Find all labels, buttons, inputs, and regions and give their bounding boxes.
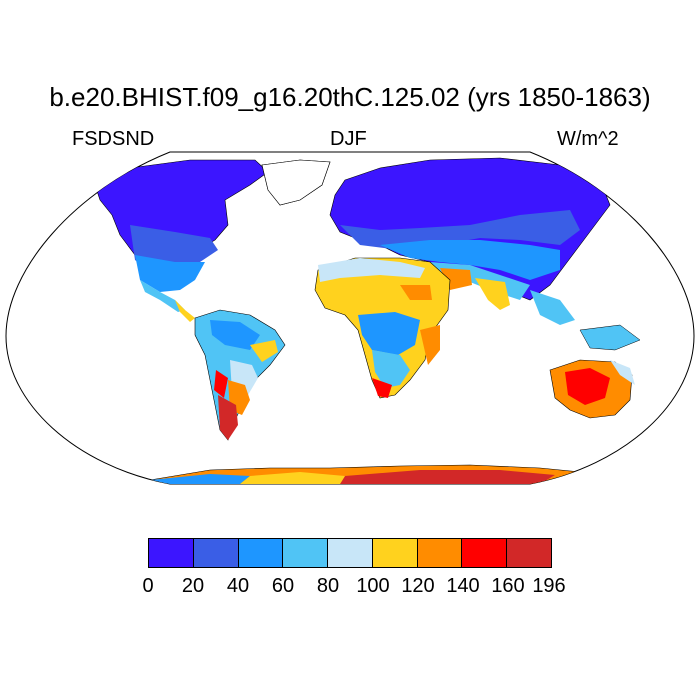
- colorbar-tick: 140: [446, 575, 480, 597]
- greenland: [261, 159, 331, 206]
- colorbar-tick: 40: [226, 575, 250, 597]
- colorbar-swatch: [507, 539, 552, 567]
- africa: [314, 257, 451, 399]
- colorbar-tick: 160: [491, 575, 525, 597]
- season-label: DJF: [330, 128, 367, 150]
- colorbar-tick: 80: [316, 575, 340, 597]
- south-america: [194, 309, 286, 441]
- colorbar-swatch: [283, 539, 329, 567]
- colorbar-tick: 196: [532, 575, 566, 597]
- colorbar-swatch: [417, 539, 463, 567]
- world-map: [5, 151, 695, 485]
- colorbar: [148, 538, 552, 568]
- colorbar-swatch: [238, 539, 284, 567]
- colorbar-swatch: [328, 539, 373, 567]
- australia: [549, 324, 641, 419]
- colorbar-tick: 100: [356, 575, 390, 597]
- colorbar-swatch: [462, 539, 508, 567]
- colorbar-tick: 0: [142, 575, 154, 597]
- colorbar-swatch: [149, 539, 194, 567]
- plot-title: b.e20.BHIST.f09_g16.20thC.125.02 (yrs 18…: [49, 82, 651, 112]
- colorbar-swatch: [372, 539, 418, 567]
- colorbar-tick: 20: [181, 575, 205, 597]
- units-label: W/m^2: [557, 128, 619, 150]
- antarctica: [149, 464, 581, 484]
- colorbar-tick: 120: [401, 575, 435, 597]
- colorbar-tick: 60: [271, 575, 295, 597]
- colorbar-swatch: [193, 539, 239, 567]
- variable-label: FSDSND: [72, 128, 155, 150]
